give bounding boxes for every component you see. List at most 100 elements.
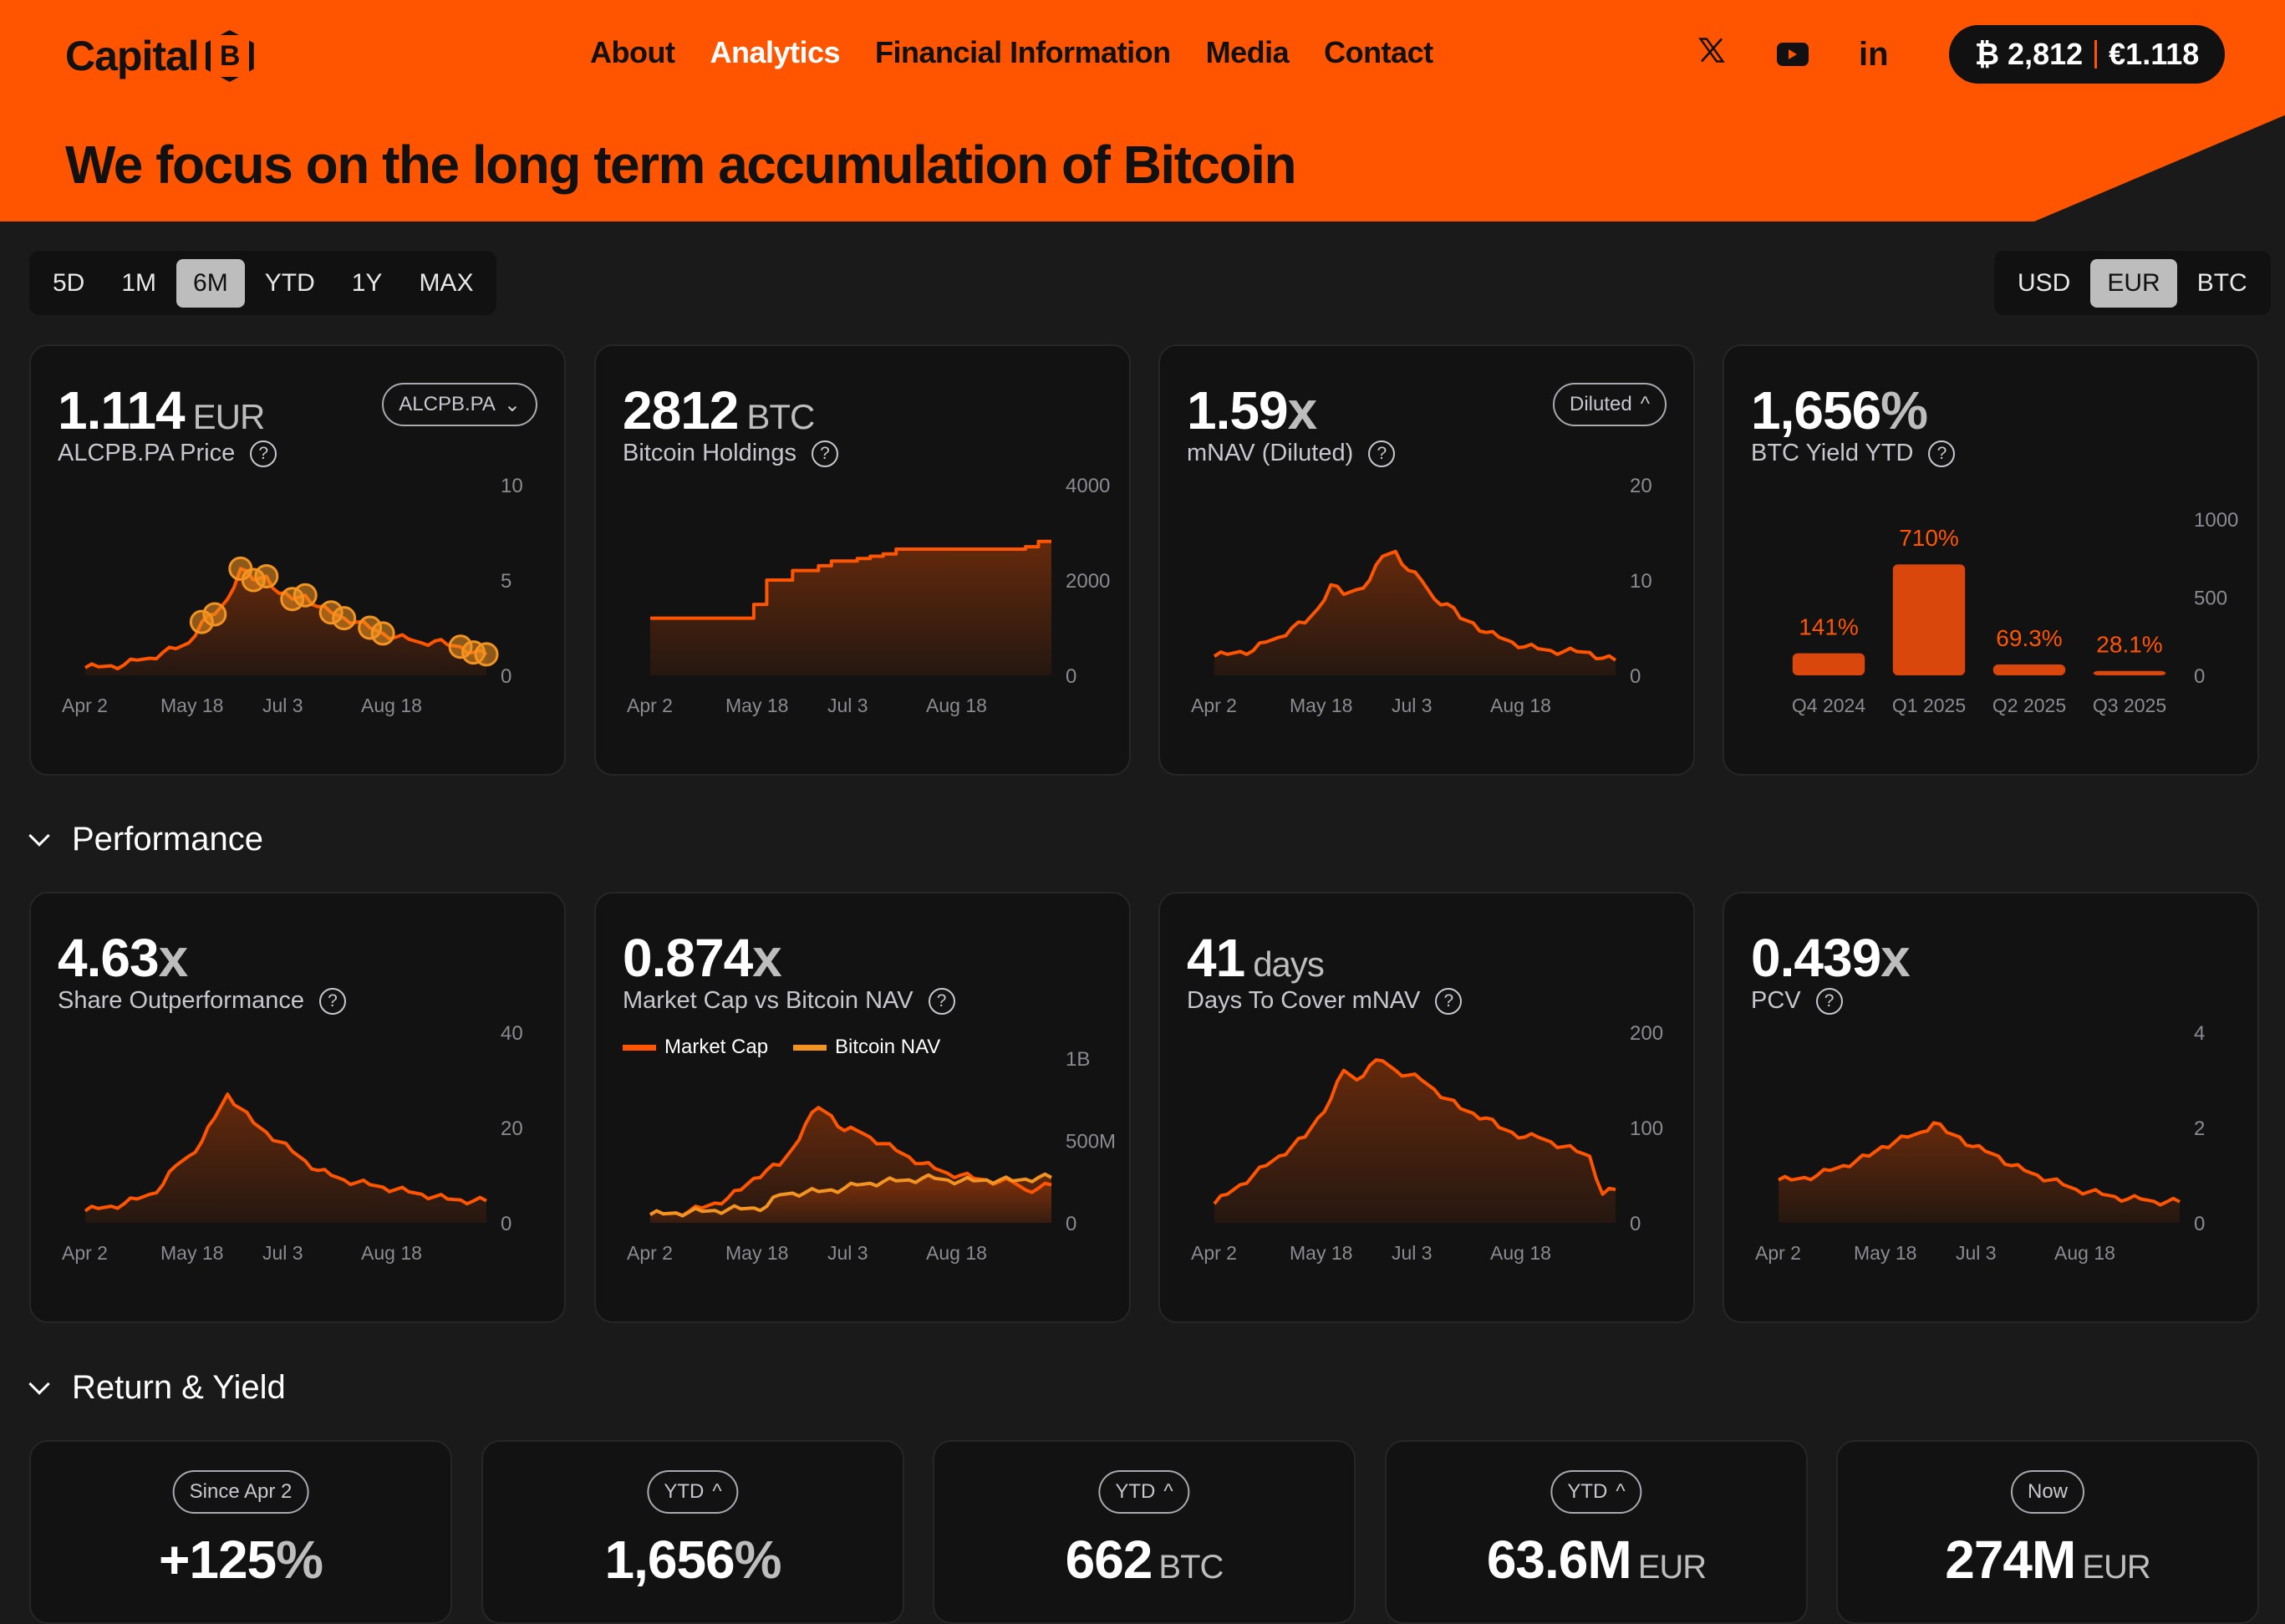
holdings-chart: 0 2000 4000 Apr 2 May 18 Jul 3 Aug 18: [627, 475, 1110, 716]
bar-value-label: 69.3%: [1996, 625, 2062, 651]
x-tick-label: Apr 2: [1191, 1242, 1237, 1264]
mcap-vs-nav-card: 0.874x Market Cap vs Bitcoin NAV? Market…: [594, 892, 1131, 1323]
period-select[interactable]: YTD ^: [1550, 1470, 1642, 1514]
yield-label: BTC Yield YTD?: [1751, 440, 1956, 467]
ticker-divider: [2094, 40, 2098, 69]
x-tick-label: Q4 2024: [1792, 695, 1865, 716]
mcap-chart: 0 500M 1B Apr 2 May 18 Jul 3 Aug 18: [627, 1048, 1116, 1264]
help-icon[interactable]: ?: [1368, 440, 1396, 467]
linkedin-icon[interactable]: in: [1859, 35, 1889, 73]
series-area: [85, 568, 486, 675]
help-icon[interactable]: ?: [250, 440, 277, 467]
y-tick-label: 1000: [2194, 509, 2238, 532]
y-tick-label: 40: [501, 1022, 523, 1045]
y-tick-label: 0: [1630, 1213, 1641, 1235]
y-tick-label: 1B: [1066, 1048, 1090, 1071]
nav-contact[interactable]: Contact: [1324, 35, 1433, 69]
nav-analytics[interactable]: Analytics: [710, 35, 841, 69]
legend-market-cap[interactable]: Market Cap: [623, 1036, 768, 1059]
header: Capital B About Analytics Financial Info…: [0, 0, 2285, 221]
pcv-card: 0.439x PCV? 0 2 4 Apr 2 May 18 Jul 3 Aug 18: [1723, 892, 2259, 1323]
bar: [1892, 564, 1966, 675]
x-tick-label: Aug 18: [361, 1242, 422, 1264]
purchase-marker: [293, 583, 318, 608]
series-line: [649, 1172, 1052, 1218]
social-links: in: [1697, 35, 1889, 74]
period-select[interactable]: YTD ^: [1098, 1470, 1190, 1514]
btc-gain-card: YTD ^ 662 BTC: [933, 1440, 1356, 1624]
y-tick-label: 5: [501, 570, 511, 593]
days-label: Days To Cover mNAV?: [1187, 987, 1463, 1015]
chevron-down-icon: ⌄: [503, 393, 521, 416]
mcap-value: 0.874x: [623, 928, 782, 988]
y-tick-label: 4000: [1066, 475, 1110, 497]
x-tick-label: Aug 18: [361, 695, 422, 716]
x-tick-label: Aug 18: [1490, 695, 1551, 716]
y-tick-label: 500M: [1066, 1131, 1116, 1153]
holdings-label: Bitcoin Holdings?: [623, 440, 838, 467]
ticker-select[interactable]: ALCPB.PA ⌄: [382, 383, 537, 426]
x-tick-label: Jul 3: [262, 1242, 303, 1264]
period-pill[interactable]: Since Apr 2: [172, 1470, 309, 1514]
currency-btc[interactable]: BTC: [2196, 268, 2247, 297]
period-pill[interactable]: Now: [2010, 1470, 2085, 1514]
y-tick-label: 200: [1630, 1022, 1663, 1045]
range-1m[interactable]: 1M: [121, 268, 157, 297]
btc-price-ticker[interactable]: ₿ 2,812 €1.118: [1949, 25, 2225, 84]
performance-section-toggle[interactable]: Performance: [28, 821, 263, 858]
youtube-icon[interactable]: [1777, 43, 1809, 66]
y-tick-label: 0: [1066, 1213, 1076, 1235]
nav-media[interactable]: Media: [1205, 35, 1290, 69]
eur-gain-value: 63.6M EUR: [1486, 1530, 1707, 1590]
range-1y[interactable]: 1Y: [351, 268, 383, 297]
legend-bitcoin-nav[interactable]: Bitcoin NAV: [793, 1036, 940, 1059]
x-tick-label: Apr 2: [1191, 695, 1237, 716]
x-tick-label: Jul 3: [827, 695, 868, 716]
series-area: [1779, 1123, 2180, 1223]
btc-gain-value: 662 BTC: [1065, 1530, 1224, 1590]
currency-usd[interactable]: USD: [2018, 268, 2071, 297]
help-icon[interactable]: ?: [811, 440, 838, 467]
range-max[interactable]: MAX: [419, 268, 474, 297]
bar: [2093, 670, 2166, 675]
currency-eur[interactable]: EUR: [2090, 258, 2177, 308]
nav-now-card: Now 274M EUR: [1836, 1440, 2259, 1624]
purchase-marker: [474, 642, 499, 667]
x-tick-label: Apr 2: [1755, 1242, 1801, 1264]
chevron-up-icon: ^: [1163, 1480, 1173, 1503]
bar-value-label: 710%: [1899, 525, 1959, 551]
chevron-up-icon: ^: [1616, 1480, 1626, 1503]
x-tick-label: May 18: [160, 695, 223, 716]
series-area: [650, 1173, 1051, 1223]
chevron-down-icon: [28, 1372, 50, 1395]
x-icon[interactable]: [1697, 35, 1727, 74]
eur-gain-card: YTD ^ 63.6M EUR: [1385, 1440, 1808, 1624]
purchase-marker: [370, 621, 395, 646]
bar-value-label: 28.1%: [2096, 632, 2162, 658]
mnav-type-select[interactable]: Diluted ^: [1553, 383, 1667, 426]
btc-holdings-ticker: ₿ 2,812: [1974, 37, 2084, 71]
help-icon[interactable]: ?: [928, 987, 955, 1015]
nav-about[interactable]: About: [590, 35, 675, 69]
period-select[interactable]: YTD ^: [647, 1470, 739, 1514]
return-yield-section-toggle[interactable]: Return & Yield: [28, 1369, 286, 1407]
nav-now-value: 274M EUR: [1945, 1530, 2151, 1590]
y-tick-label: 0: [501, 665, 511, 688]
help-icon[interactable]: ?: [1928, 440, 1956, 467]
range-ytd[interactable]: YTD: [264, 268, 315, 297]
chevron-down-icon: [28, 824, 50, 847]
x-tick-label: May 18: [725, 1242, 788, 1264]
range-6m[interactable]: 6M: [176, 258, 245, 308]
x-tick-label: Apr 2: [627, 1242, 673, 1264]
nav-financial-information[interactable]: Financial Information: [875, 35, 1171, 69]
x-tick-label: Jul 3: [827, 1242, 868, 1264]
holdings-value: 2812 BTC: [623, 380, 815, 440]
y-tick-label: 2000: [1066, 570, 1110, 593]
x-tick-label: Aug 18: [2054, 1242, 2115, 1264]
help-icon[interactable]: ?: [1435, 987, 1463, 1015]
help-icon[interactable]: ?: [1815, 987, 1843, 1015]
logo[interactable]: Capital B: [65, 30, 254, 82]
help-icon[interactable]: ?: [318, 987, 346, 1015]
range-5d[interactable]: 5D: [53, 268, 85, 297]
y-tick-label: 20: [501, 1117, 523, 1140]
